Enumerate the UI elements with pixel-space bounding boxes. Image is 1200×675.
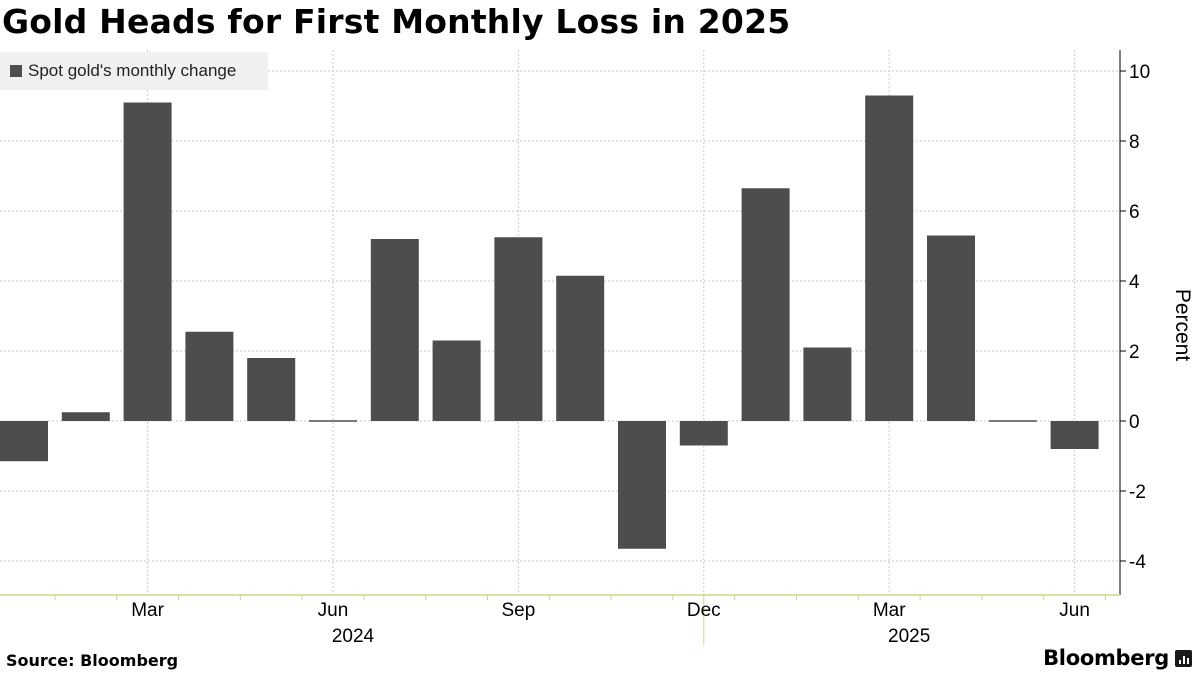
brand-logo: Bloomberg [1043,646,1192,670]
brand-name: Bloomberg [1043,646,1169,670]
x-tick-label: Mar [131,600,164,621]
bloomberg-bars-icon [1175,649,1192,667]
x-tick-label: Dec [687,600,721,621]
bar-2025-04 [927,235,975,421]
bar-2024-01 [0,421,48,462]
bar-2025-03 [865,95,914,421]
bar-2024-04 [185,331,234,421]
y-tick-label: 2 [1129,342,1140,363]
source-note: Source: Bloomberg [6,651,179,670]
bar-2025-01 [741,188,790,421]
year-label: 2025 [888,626,930,647]
bar-2024-05 [247,358,296,421]
y-tick-label: -4 [1129,552,1146,573]
legend: Spot gold's monthly change [0,52,268,90]
bar-2024-10 [556,275,605,421]
legend-label: Spot gold's monthly change [28,61,237,80]
bar-2024-02 [61,412,110,421]
bars [0,95,1099,549]
y-axis-label: Percent [1171,289,1194,362]
y-tick-label: 4 [1129,272,1140,293]
x-tick-label: Sep [501,600,535,621]
y-tick-label: 0 [1129,412,1140,433]
bar-2024-08 [432,340,481,421]
bar-2025-05 [988,420,1037,422]
chart-title: Gold Heads for First Monthly Loss in 202… [2,2,791,41]
legend-swatch [10,65,22,77]
y-tick-label: 6 [1129,202,1140,223]
bar-2025-02 [803,347,852,421]
bar-2024-11 [618,421,666,549]
year-label: 2024 [332,626,375,647]
bar-2025-06 [1050,421,1099,449]
bar-2024-03 [123,102,172,421]
bar-2024-06 [309,420,357,422]
y-tick-label: 10 [1129,62,1150,83]
bar-2024-09 [494,237,543,421]
x-tick-label: Jun [318,600,349,621]
x-tick-label: Mar [873,600,906,621]
bar-2024-07 [370,239,419,421]
y-tick-label: 8 [1129,132,1140,153]
axes: 10 8 6 4 2 0 -2 -4 Mar Jun Sep Dec Mar Jun 2024 2025 [0,50,1150,647]
x-tick-label: Jun [1059,600,1090,621]
bar-2024-12 [679,421,728,446]
y-tick-label: -2 [1129,482,1146,503]
